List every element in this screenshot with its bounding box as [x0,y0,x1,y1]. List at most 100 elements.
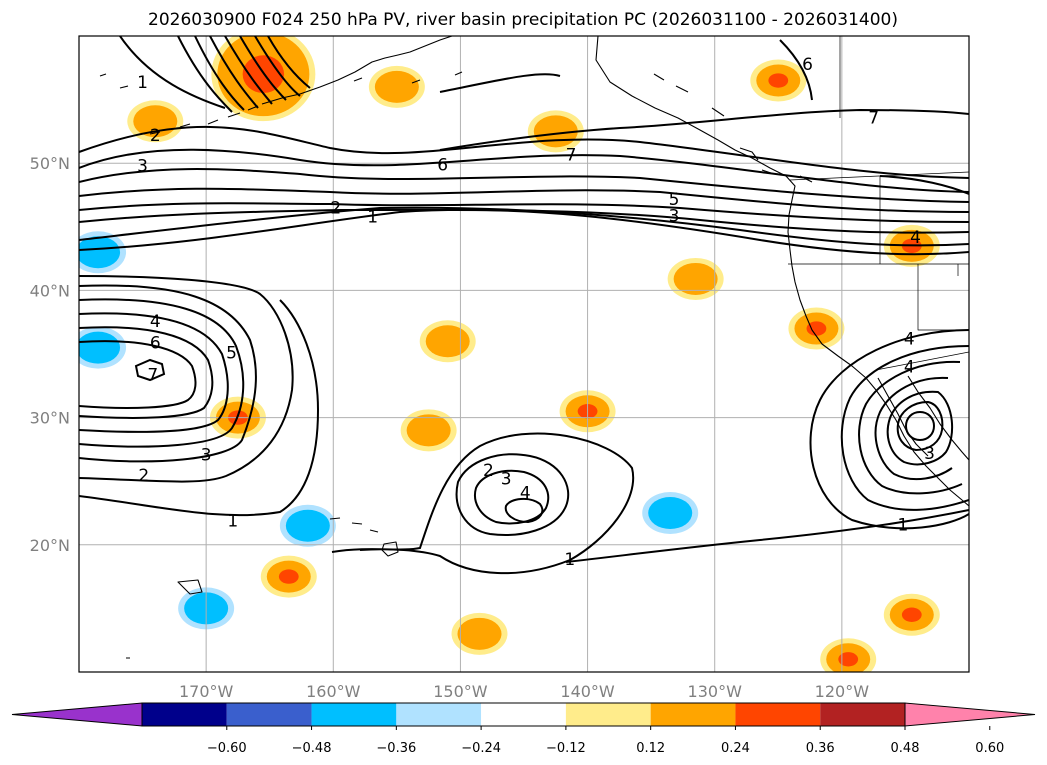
pv-contour [79,312,229,433]
pv-contour [896,400,944,452]
pv-contour [779,39,813,101]
pv-contour [194,36,245,111]
pv-contour-label: 4 [904,358,915,378]
pv-contour [224,36,273,105]
pv-contour-label: 5 [226,344,237,364]
coast-aleutians [99,71,463,135]
latitude-tick-label: 20°N [30,536,70,555]
pv-contour [331,432,635,575]
pv-contour-label: 2 [138,466,149,486]
pv-contour-label: 1 [227,512,238,532]
coast-small-islands [126,579,203,659]
precip-blob-core [768,73,789,88]
longitude-tick-label: 160°W [306,682,361,701]
coast-baja-gulf [877,375,969,461]
pv-contour-label: 7 [147,365,158,385]
precip-blob-core [806,321,827,336]
pv-contour [455,453,570,536]
precip-blob [79,331,121,364]
colorbar-tick-label: −0.12 [546,741,586,756]
coast-hawaii [329,517,399,557]
pv-contour-label: 2 [330,199,341,219]
pv-contour-label: 2 [483,461,494,481]
precip-blob [648,497,693,529]
pv-contour [79,208,969,256]
pv-contour-label: 6 [437,155,448,175]
colorbar-tick-label: 0.48 [891,741,920,756]
pv-contour [79,340,197,409]
pv-contour [239,36,287,101]
colorbar-outline [141,702,906,727]
latitude-tick-label: 30°N [30,409,70,428]
pv-contour-label: 5 [669,190,680,210]
pv-contour [439,73,561,93]
figure-title: 2026030900 F024 250 hPa PV, river basin … [148,10,898,30]
latitude-tick-label: 40°N [30,281,70,300]
pv-contour [79,298,245,448]
pv-contour-label: 4 [150,312,161,332]
pv-contour [79,206,969,247]
colorbar-tick-label: 0.60 [975,741,1004,756]
colorbar-tick-label: 0.12 [636,741,665,756]
precip-blob [285,509,330,542]
pv-contour [809,329,969,530]
pv-contour [267,36,311,89]
pv-contour [177,36,233,113]
pv-contour-label: 4 [904,330,915,350]
precip-blob [673,262,718,295]
pv-contour [439,108,969,151]
precip-blob [79,236,121,269]
coast-alaska [261,36,453,105]
colorbar-tick-label: −0.24 [461,741,501,756]
pv-contour [79,148,969,193]
pv-contour [565,509,969,563]
longitude-tick-label: 170°W [179,682,234,701]
pv-contour [858,360,963,495]
pv-contour [504,498,544,524]
colorbar: −0.60 −0.48 −0.36 −0.24 −0.12 0.12 0.24 0.36 0.4… [11,702,1036,756]
pv-contour [209,36,259,109]
pv-contours [79,36,969,575]
precip-blob-core [901,607,922,622]
pv-contour-label: 7 [868,108,879,128]
precip-blob-core [278,569,299,584]
pv-contour-label: 4 [520,484,531,504]
colorbar-segment [226,703,312,726]
longitude-tick-label: 120°W [815,682,870,701]
pv-contour [886,390,954,466]
pv-contour [79,284,257,463]
pv-contour [79,187,969,213]
colorbar-tick-label: −0.48 [292,741,332,756]
colorbar-segment [142,703,227,726]
pv-contour [254,36,301,97]
pv-contour-label: 1 [367,208,378,228]
precip-blob [457,617,502,650]
pv-contour-label: 3 [201,445,212,465]
longitude-tick-label: 140°W [560,682,615,701]
pv-contour [79,326,214,419]
colorbar-segment [650,703,736,726]
pv-contour [474,469,550,525]
colorbar-extend-high [904,702,1036,727]
pv-contour [79,202,969,223]
pv-contour-label: 1 [137,73,148,93]
graticule [79,36,969,672]
pv-contour-label: 3 [669,206,680,226]
colorbar-segment [311,703,397,726]
colorbar-segments [11,702,1036,727]
coastlines [99,36,969,659]
colorbar-tick-label: 0.36 [806,741,835,756]
colorbar-extend-low [11,702,143,727]
pv-contour [79,299,320,517]
pv-contour [134,358,166,382]
precip-blob [374,70,419,103]
pv-contour-label: 4 [910,228,921,248]
pv-contour-label: 3 [137,157,148,177]
pv-contour-label: 3 [924,444,935,464]
longitude-tick-label: 150°W [433,682,488,701]
pv-contour-label: 6 [802,55,813,75]
pv-contour [904,410,936,442]
pv-contour [879,175,969,195]
